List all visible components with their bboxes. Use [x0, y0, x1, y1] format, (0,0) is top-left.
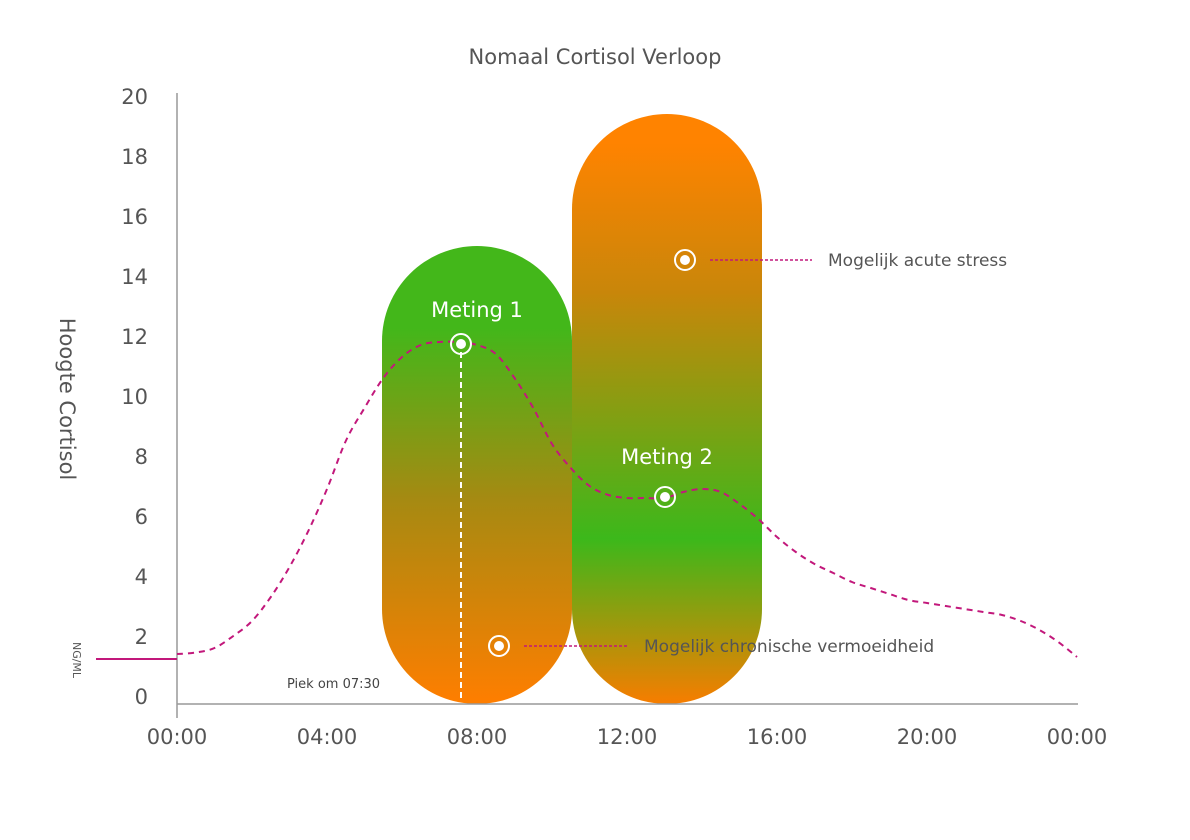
- marker-chronic-fatigue: [488, 635, 510, 657]
- y-ticks: 0 2 4 6 8 10 12 14 16 18 20: [121, 85, 148, 709]
- y-tick-label: 20: [121, 85, 148, 109]
- chart-title: Nomaal Cortisol Verloop: [469, 45, 722, 69]
- meting2-label: Meting 2: [621, 445, 713, 469]
- y-tick-label: 4: [135, 565, 148, 589]
- x-tick-label: 20:00: [897, 725, 958, 749]
- x-tick-label: 00:00: [147, 725, 208, 749]
- cortisol-curve: [176, 340, 1078, 658]
- marker-meting1: [450, 333, 472, 355]
- y-tick-label: 16: [121, 205, 148, 229]
- x-tick-label: 08:00: [447, 725, 508, 749]
- meting1-band: [382, 246, 572, 704]
- y-tick-label: 8: [135, 445, 148, 469]
- marker-acute-stress: [674, 249, 696, 271]
- y-tick-label: 12: [121, 325, 148, 349]
- acute-stress-label: Mogelijk acute stress: [828, 251, 1007, 271]
- y-tick-label: 2: [135, 625, 148, 649]
- meting1-label: Meting 1: [431, 298, 523, 322]
- bands: [382, 114, 762, 704]
- y-axis-label: Hoogte Cortisol: [55, 318, 79, 480]
- x-tick-label: 12:00: [597, 725, 658, 749]
- y-tick-label: 0: [135, 685, 148, 709]
- y-tick-label: 10: [121, 385, 148, 409]
- axes: [176, 93, 1078, 718]
- x-tick-label: 00:00: [1047, 725, 1108, 749]
- y-tick-label: 6: [135, 505, 148, 529]
- unit-label: NG/ML: [70, 642, 83, 679]
- x-tick-label: 16:00: [747, 725, 808, 749]
- x-tick-label: 04:00: [297, 725, 358, 749]
- x-ticks: 00:00 04:00 08:00 12:00 16:00 20:00 00:00: [147, 725, 1108, 749]
- marker-meting2: [654, 486, 676, 508]
- y-tick-label: 18: [121, 145, 148, 169]
- chronic-fatigue-label: Mogelijk chronische vermoeidheid: [644, 637, 934, 657]
- peak-label: Piek om 07:30: [287, 677, 380, 692]
- y-tick-label: 14: [121, 265, 148, 289]
- meting2-band: [572, 114, 762, 704]
